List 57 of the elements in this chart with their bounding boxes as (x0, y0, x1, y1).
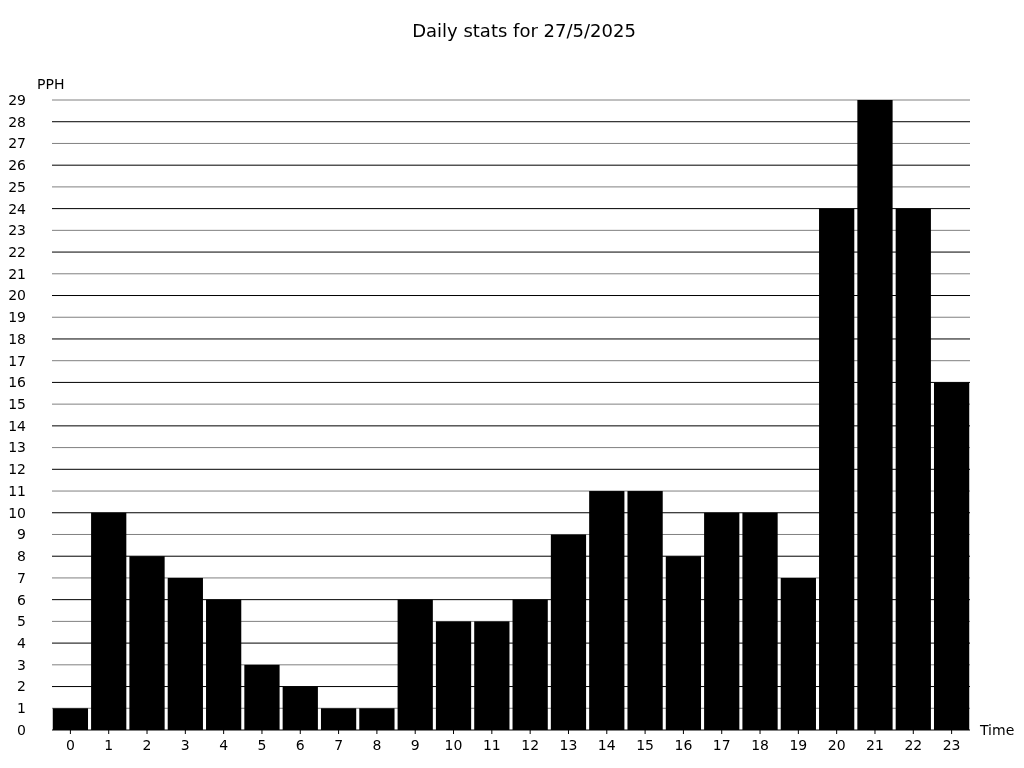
y-tick-label: 16 (8, 374, 27, 391)
y-tick-label: 18 (8, 330, 26, 347)
y-tick-label: 13 (8, 439, 26, 456)
x-tick-label: 4 (219, 737, 229, 753)
y-tick-label: 3 (17, 656, 26, 673)
x-tick-label: 9 (410, 737, 420, 753)
y-tick-label: 20 (8, 287, 26, 304)
y-tick-label: 0 (17, 721, 26, 738)
chart-title: Daily stats for 27/5/2025 (412, 20, 636, 41)
x-tick-label: 15 (636, 737, 655, 753)
y-tick-label: 6 (17, 591, 27, 608)
y-tick-label: 28 (8, 113, 26, 130)
x-tick-label: 1 (104, 737, 114, 753)
x-tick-label: 0 (65, 737, 75, 753)
y-tick-label: 21 (8, 265, 26, 282)
y-tick-label: 7 (17, 569, 26, 586)
x-tick-label: 2 (142, 737, 152, 753)
x-tick-label: 13 (559, 737, 578, 753)
x-tick-label: 6 (295, 737, 305, 753)
y-tick-label: 19 (8, 309, 26, 326)
x-axis-title: Time (979, 722, 1015, 738)
y-tick-label: 23 (8, 222, 26, 239)
x-tick-label: 8 (372, 737, 382, 753)
y-tick-label: 9 (17, 526, 26, 543)
y-tick-label: 15 (8, 396, 26, 413)
x-tick-label: 22 (904, 737, 923, 753)
x-tick-label: 18 (751, 737, 769, 753)
y-tick-label: 29 (8, 91, 26, 108)
x-tick-label: 10 (444, 737, 463, 753)
y-tick-label: 8 (17, 548, 26, 565)
y-tick-label: 17 (8, 352, 26, 369)
x-tick-label: 23 (942, 737, 961, 753)
x-tick-label: 12 (521, 737, 540, 753)
x-tick-label: 7 (334, 737, 344, 753)
y-tick-label: 27 (8, 135, 26, 152)
x-tick-label: 3 (180, 737, 190, 753)
y-tick-label: 1 (17, 700, 26, 717)
y-tick-label: 22 (8, 243, 26, 260)
y-tick-label: 14 (8, 417, 27, 434)
y-tick-label: 25 (8, 178, 26, 195)
y-tick-label: 12 (8, 461, 26, 478)
x-tick-label: 19 (789, 737, 808, 753)
y-tick-label: 26 (8, 157, 27, 174)
x-tick-label: 11 (482, 737, 501, 753)
y-tick-label: 10 (8, 504, 26, 521)
y-axis-title: PPH (37, 76, 65, 92)
x-tick-label: 21 (866, 737, 884, 753)
x-tick-label: 20 (827, 737, 846, 753)
x-tick-label: 16 (674, 737, 693, 753)
x-tick-label: 14 (597, 737, 616, 753)
x-tick-label: 17 (712, 737, 731, 753)
x-tick-label: 5 (257, 737, 267, 753)
y-tick-label: 11 (8, 482, 26, 499)
y-tick-label: 5 (17, 613, 26, 630)
y-tick-label: 24 (8, 200, 27, 217)
y-tick-label: 2 (17, 678, 26, 695)
y-tick-label: 4 (17, 635, 27, 651)
